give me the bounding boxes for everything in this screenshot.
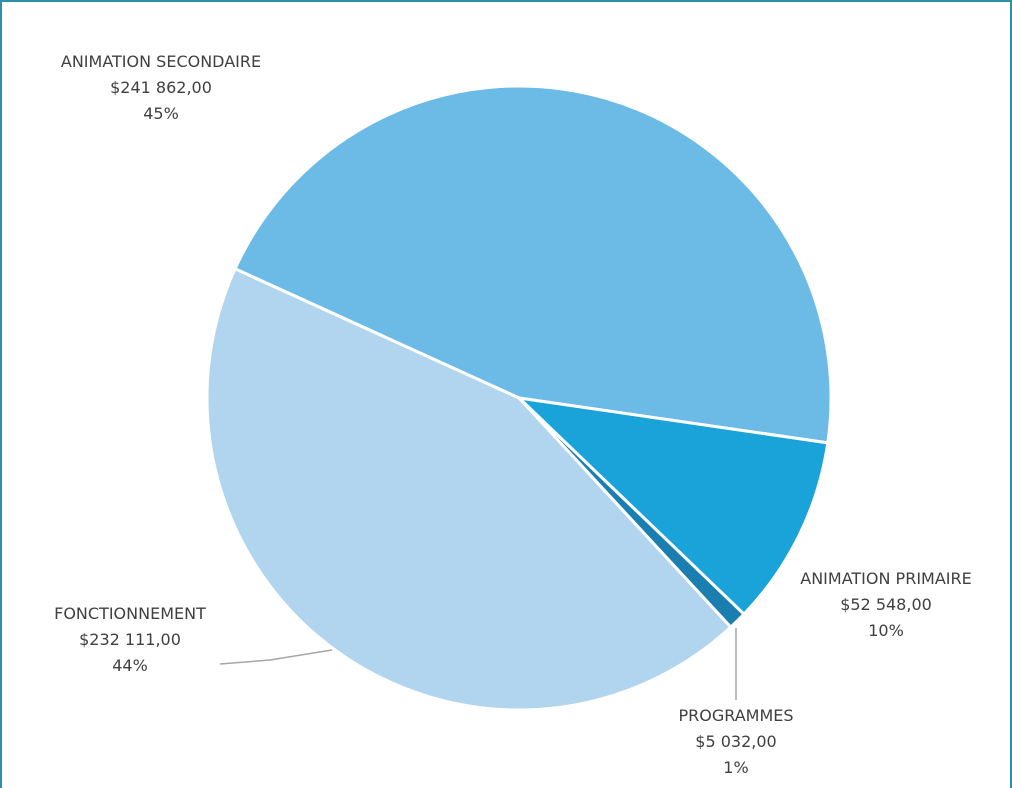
slice-label-percent: 45% bbox=[143, 104, 179, 123]
slice-label-value: $241 862,00 bbox=[110, 78, 212, 97]
leader-line-fonctionnement bbox=[219, 649, 333, 665]
slice-label-value: $232 111,00 bbox=[79, 630, 181, 649]
slice-label-category: ANIMATION SECONDAIRE bbox=[61, 52, 261, 71]
slice-label-percent: 1% bbox=[723, 758, 748, 777]
slice-label-percent: 10% bbox=[868, 621, 904, 640]
data-label-animation-secondaire: ANIMATION SECONDAIRE $241 862,00 45% bbox=[61, 52, 261, 123]
slice-label-category: PROGRAMMES bbox=[678, 706, 793, 725]
pie-slice-fonctionnement bbox=[205, 267, 733, 712]
slice-label-value: $5 032,00 bbox=[695, 732, 776, 751]
slice-label-percent: 44% bbox=[112, 656, 148, 675]
data-label-animation-primaire: ANIMATION PRIMAIRE $52 548,00 10% bbox=[800, 569, 971, 640]
pie-slices bbox=[205, 84, 833, 712]
data-label-programmes: PROGRAMMES $5 032,00 1% bbox=[678, 706, 793, 777]
slice-label-value: $52 548,00 bbox=[840, 595, 932, 614]
pie-slice-animation-secondaire bbox=[233, 84, 833, 445]
leader-lines bbox=[219, 628, 737, 700]
slice-label-category: ANIMATION PRIMAIRE bbox=[800, 569, 971, 588]
slice-label-category: FONCTIONNEMENT bbox=[54, 604, 206, 623]
data-label-fonctionnement: FONCTIONNEMENT $232 111,00 44% bbox=[54, 604, 206, 675]
pie-slice-animation-primaire bbox=[517, 396, 830, 616]
